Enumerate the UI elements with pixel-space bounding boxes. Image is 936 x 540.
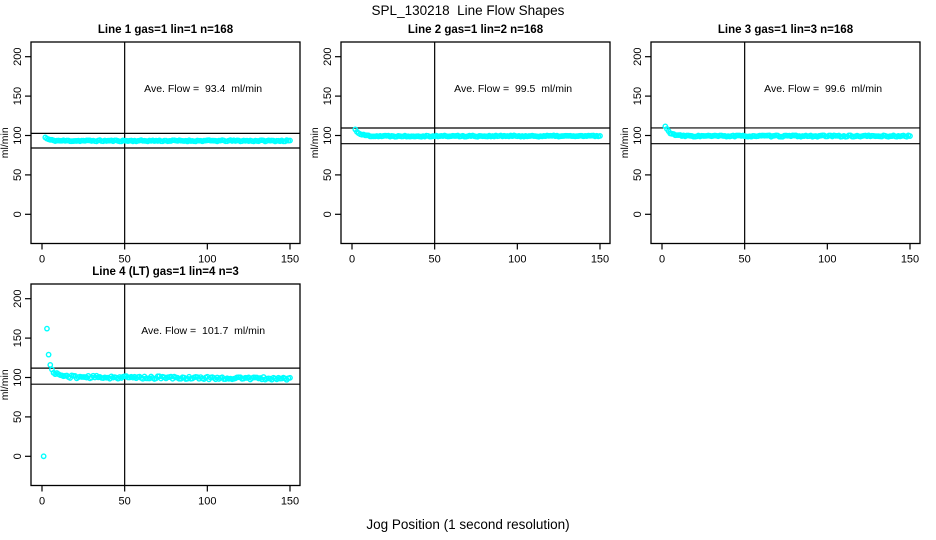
y-tick-label: 0 [12,211,24,217]
y-axis-label: ml/min [0,369,11,400]
x-tick-label: 0 [39,254,45,266]
data-point [44,325,50,332]
x-axis-label: Jog Position (1 second resolution) [366,517,570,532]
y-tick-label: 200 [12,290,24,308]
data-point [47,361,54,368]
x-tick-label: 0 [659,254,665,266]
subplot-line-1: Line 1 gas=1 lin=1 n=168 0 50 100 150 0 50 100 1… [0,24,301,266]
y-axis-label: ml/min [309,127,321,158]
y-tick-label: 150 [632,87,644,105]
x-tick-label: 50 [429,254,441,266]
data-points [42,134,293,145]
subplot-title: Line 1 gas=1 lin=1 n=168 [98,24,234,36]
y-tick-label: 100 [12,126,24,144]
ave-flow-annotation: Ave. Flow = 99.5 ml/min [454,83,572,95]
subplot-title: Line 3 gas=1 lin=3 n=168 [718,24,854,36]
y-tick-label: 50 [632,169,644,181]
plot-box [340,41,611,245]
plot-box [30,41,301,245]
data-point [597,132,603,139]
y-tick-label: 200 [12,48,24,66]
ave-flow-annotation: Ave. Flow = 101.7 ml/min [141,325,265,337]
y-tick-label: 200 [632,48,644,66]
x-tick-label: 0 [39,496,45,508]
y-tick-label: 50 [12,411,24,423]
x-tick-label: 150 [281,496,299,508]
data-points [662,123,913,140]
figure-title: SPL_130218 Line Flow Shapes [371,3,565,18]
data-point [40,453,47,460]
x-tick-label: 0 [349,254,355,266]
y-tick-label: 0 [12,453,24,459]
data-point [287,137,293,144]
y-tick-label: 100 [12,368,24,386]
ave-flow-annotation: Ave. Flow = 93.4 ml/min [144,83,262,95]
x-tick-label: 100 [198,496,216,508]
y-tick-label: 0 [632,211,644,217]
subplot-title: Line 4 (LT) gas=1 lin=4 n=3 [92,266,238,278]
y-tick-label: 50 [12,169,24,181]
y-tick-label: 100 [632,126,644,144]
x-tick-label: 50 [119,496,131,508]
y-tick-label: 100 [322,126,334,144]
y-tick-label: 150 [322,87,334,105]
x-tick-label: 100 [508,254,526,266]
subplot-line-4: Line 4 (LT) gas=1 lin=4 n=3 0 50 100 150 0 50 1… [0,266,301,508]
subplot-line-2: Line 2 gas=1 lin=2 n=168 0 50 100 150 0 50 100 1… [309,24,611,266]
data-points [40,325,293,460]
data-points [352,126,603,140]
subplot-title: Line 2 gas=1 lin=2 n=168 [408,24,544,36]
ave-flow-annotation: Ave. Flow = 99.6 ml/min [764,83,882,95]
y-tick-label: 200 [322,48,334,66]
x-tick-label: 50 [739,254,751,266]
y-axis-label: ml/min [619,127,631,158]
data-point [45,351,52,358]
data-point [287,374,293,381]
y-axis-label: ml/min [0,127,11,158]
x-tick-label: 100 [818,254,836,266]
plot-box [30,283,301,487]
y-tick-label: 50 [322,169,334,181]
x-tick-label: 100 [198,254,216,266]
plot-box [650,41,921,245]
y-tick-label: 150 [12,87,24,105]
data-point [907,133,913,139]
x-tick-label: 150 [281,254,299,266]
subplot-line-3: Line 3 gas=1 lin=3 n=168 0 50 100 150 0 50 100 1… [619,24,921,266]
x-tick-label: 150 [901,254,919,266]
x-tick-label: 50 [119,254,131,266]
x-tick-label: 150 [591,254,609,266]
y-tick-label: 0 [322,211,334,217]
y-tick-label: 150 [12,329,24,347]
